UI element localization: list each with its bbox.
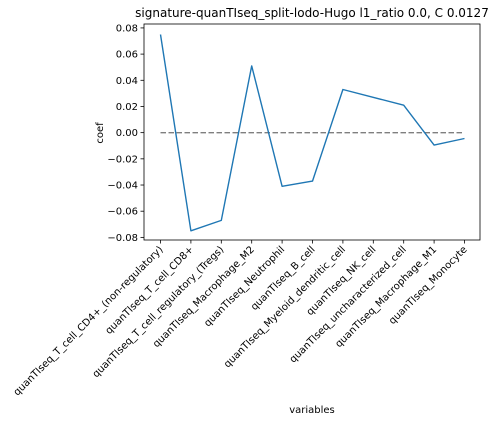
y-tick-label: −0.06 bbox=[107, 207, 138, 218]
y-tick-label: 0.00 bbox=[116, 128, 138, 139]
y-axis-ticks: −0.08 −0.06 −0.04 −0.02 0.00 0.02 0.04 0.06 0.08 bbox=[107, 23, 144, 244]
y-tick-label: 0.04 bbox=[116, 76, 138, 87]
y-tick-label: 0.02 bbox=[116, 102, 138, 113]
plot-frame bbox=[143, 23, 481, 241]
y-tick-label: 0.08 bbox=[116, 23, 138, 34]
y-tick-label: −0.04 bbox=[107, 181, 138, 192]
series-layer bbox=[159, 34, 465, 232]
y-tick-label: −0.02 bbox=[107, 154, 138, 165]
y-axis-label: coef bbox=[95, 122, 106, 144]
series-line bbox=[159, 34, 465, 232]
y-tick-label: −0.08 bbox=[107, 233, 138, 244]
x-axis-label: variables bbox=[289, 405, 335, 416]
chart-title: signature-quanTIseq_split-lodo-Hugo l1_r… bbox=[135, 6, 489, 20]
y-tick-label: 0.06 bbox=[116, 50, 138, 61]
